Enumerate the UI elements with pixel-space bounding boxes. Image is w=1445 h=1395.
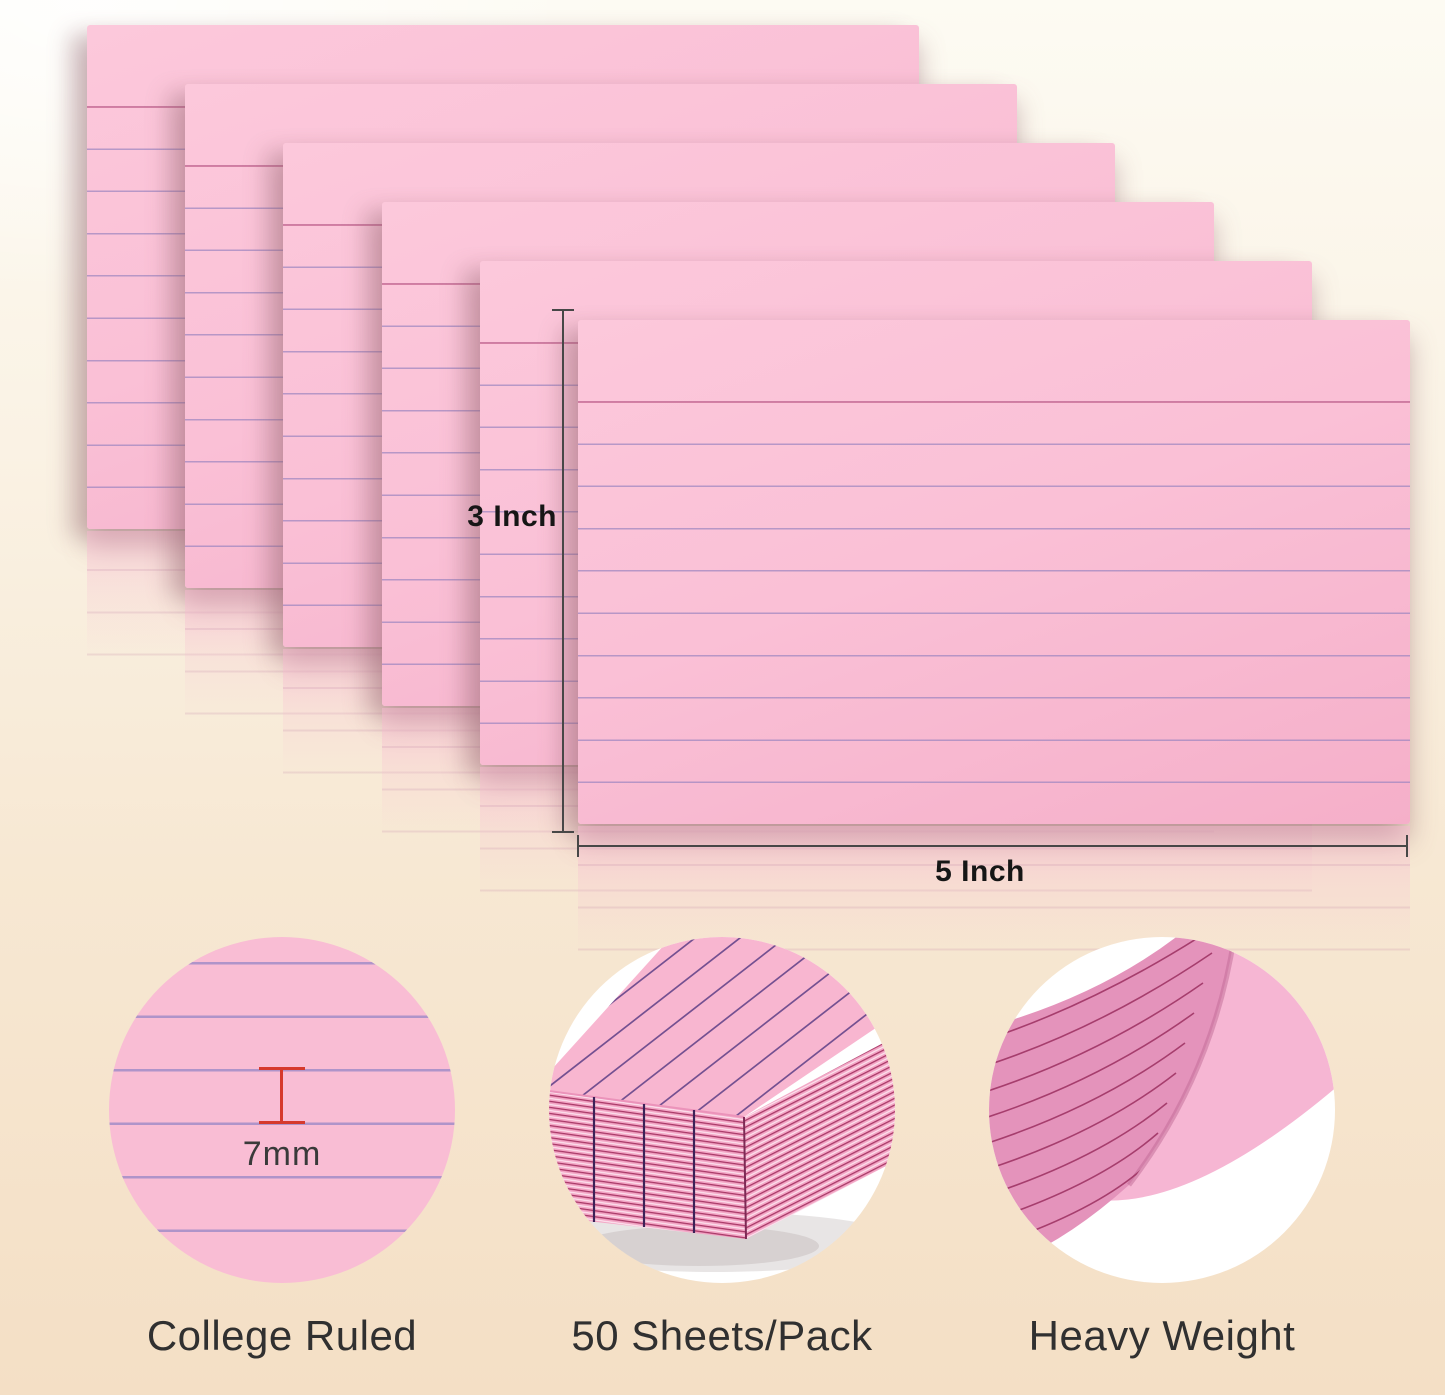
height-dimension-tick-top (552, 309, 574, 311)
height-dimension-line (562, 310, 564, 833)
feature-circle-college-ruled: 7mm (109, 937, 455, 1283)
feature-label-sheets-per-pack: 50 Sheets/Pack (571, 1312, 873, 1359)
feature-label-heavy-weight: Heavy Weight (1028, 1312, 1296, 1359)
card-header-line (578, 401, 1410, 403)
width-dimension-tick-left (577, 835, 579, 857)
height-dimension-tick-bottom (552, 831, 574, 833)
feature-circle-heavy-weight (989, 937, 1335, 1283)
width-dimension-label: 5 Inch (935, 855, 1025, 888)
line-spacing-label: 7mm (242, 1135, 322, 1173)
ibeam-measure-icon (259, 1120, 305, 1124)
ibeam-measure-icon (259, 1067, 305, 1071)
card-ruled-lines (578, 401, 1410, 824)
feature-circle-sheet-count (549, 937, 895, 1283)
width-dimension-tick-right (1406, 835, 1408, 857)
ibeam-measure-icon (280, 1069, 283, 1123)
height-dimension-label: 3 Inch (467, 500, 557, 533)
width-dimension-line (578, 845, 1408, 847)
card-stack-graphic (549, 937, 895, 1272)
curled-card-graphic (989, 937, 1335, 1272)
index-card-6-front (578, 320, 1410, 824)
feature-label-college-ruled: College Ruled (146, 1312, 418, 1359)
